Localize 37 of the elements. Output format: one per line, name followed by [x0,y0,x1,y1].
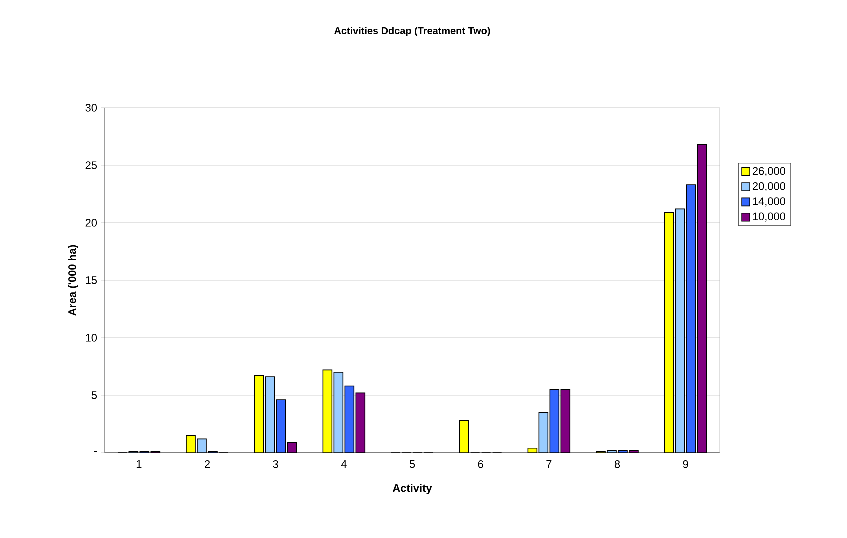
bar [686,184,696,453]
x-tick-label: 8 [614,460,620,468]
x-tick-label: 1 [136,460,142,468]
bar [276,400,286,453]
bar [675,208,686,453]
x-tick-label: 3 [273,460,278,468]
y-tick-label: 10 [86,334,98,342]
x-tick-label: 7 [546,460,552,468]
bar [560,389,571,453]
y-tick-label: 5 [92,392,98,400]
bar [550,389,560,453]
y-axis-title: Area ('000 ha) [68,245,78,316]
y-tick-label: 15 [86,276,98,284]
bar [697,144,708,453]
legend-label: 20,000 [752,182,786,192]
x-tick-label: 9 [683,460,688,468]
x-tick-label: 5 [410,460,416,468]
y-tick-label: 20 [86,219,98,227]
bar [322,370,333,453]
bar [459,420,470,453]
x-axis-title: Activity [392,484,432,494]
legend-label: 26,000 [752,167,786,176]
chart-title: Activities Ddcap (Treatment Two) [334,27,490,36]
bar [344,386,355,453]
y-tick-label: 25 [86,162,98,170]
x-tick-label: 2 [205,460,210,468]
bar [664,212,674,453]
legend-label: 14,000 [753,198,786,207]
bar [356,392,366,453]
y-tick-label: 30 [86,104,98,112]
bar [334,372,344,453]
x-tick-label: 4 [341,460,347,468]
legend-label: 10,000 [753,212,786,222]
x-tick-label: 6 [478,460,484,468]
y-tick-label: - [94,451,97,452]
bar [265,376,276,453]
bar [538,412,549,453]
